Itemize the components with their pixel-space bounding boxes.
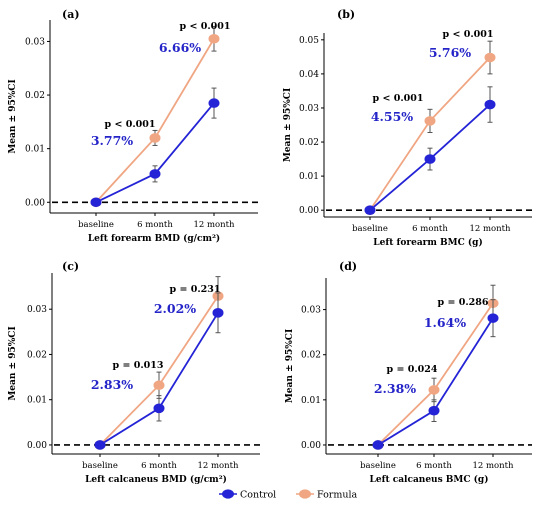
y-tick-label: 0.03: [27, 305, 47, 315]
percent-label: 3.77%: [91, 133, 133, 148]
data-point: [364, 205, 376, 215]
y-tick-label: 0.02: [299, 138, 319, 148]
y-tick-label: 0.01: [25, 145, 45, 155]
x-tick-label: 12 month: [197, 461, 239, 471]
percent-label: 2.83%: [91, 377, 133, 392]
p-value-label: p = 0.013: [113, 360, 164, 371]
x-tick-label: 6 month: [416, 461, 452, 471]
legend-label: Control: [240, 490, 276, 501]
data-point: [424, 154, 436, 164]
data-point: [149, 169, 161, 179]
x-axis-label: Left forearm BMD (g/cm²): [88, 233, 220, 244]
x-tick-label: 12 month: [193, 220, 235, 230]
data-point: [372, 440, 384, 450]
data-point: [487, 313, 499, 323]
p-value-label: p < 0.001: [180, 21, 231, 32]
percent-label: 6.66%: [159, 40, 201, 55]
x-tick-label: baseline: [360, 461, 396, 471]
x-axis-label: Left calcaneus BMD (g/cm²): [85, 474, 227, 485]
y-tick-label: 0.02: [301, 351, 321, 361]
x-tick-label: 12 month: [469, 224, 511, 234]
percent-label: 4.55%: [371, 109, 413, 124]
panel-label: (d): [339, 260, 357, 273]
data-point: [94, 440, 106, 450]
legend: Control Formula: [219, 489, 357, 501]
p-value-label: p < 0.001: [105, 119, 156, 130]
y-axis-label: Mean ± 95%CI: [8, 79, 18, 153]
x-tick-label: 6 month: [141, 461, 177, 471]
chart-panel: (a) 0.00 0.01 0.02 0.03 baseline 6 month 12 mon…: [8, 8, 258, 244]
y-tick-label: 0.05: [299, 36, 319, 46]
panel-label: (b): [337, 8, 355, 21]
percent-label: 2.38%: [374, 381, 416, 396]
y-axis-label: Mean ± 95%CI: [8, 326, 18, 400]
p-value-label: p = 0.286: [438, 297, 489, 308]
data-point: [149, 133, 161, 143]
legend-label: Formula: [317, 490, 357, 501]
y-tick-label: 0.02: [25, 91, 45, 101]
data-point: [208, 98, 220, 108]
x-tick-label: baseline: [352, 224, 388, 234]
data-point: [90, 197, 102, 208]
x-axis-label: Left calcaneus BMC (g): [370, 474, 489, 485]
y-tick-label: 0.03: [25, 37, 45, 47]
data-point: [208, 33, 220, 44]
y-axis-label: Mean ± 95%CI: [285, 329, 295, 403]
p-value-label: p = 0.024: [387, 364, 438, 375]
y-tick-label: 0.00: [25, 198, 45, 208]
p-value-label: p < 0.001: [443, 29, 494, 40]
panel-label: (c): [62, 260, 79, 273]
chart-panel: (d) 0.00 0.01 0.02 0.03 baseline 6 month 12 mon…: [285, 260, 532, 485]
data-point: [428, 405, 440, 416]
y-tick-label: 0.00: [301, 441, 321, 451]
chart-panel: (b) 0.00 0.01 0.02 0.03 0.04 0.05 baseline 6 mon…: [283, 8, 532, 248]
y-tick-label: 0.03: [301, 306, 321, 316]
x-tick-label: baseline: [78, 220, 114, 230]
p-value-label: p < 0.001: [373, 93, 424, 104]
x-tick-label: 6 month: [412, 224, 448, 234]
x-axis-label: Left forearm BMC (g): [373, 237, 482, 248]
percent-label: 1.64%: [424, 315, 466, 330]
y-axis-label: Mean ± 95%CI: [283, 88, 293, 162]
percent-label: 2.02%: [154, 301, 196, 316]
y-tick-label: 0.00: [299, 206, 319, 216]
data-point: [484, 52, 496, 63]
series-line: [95, 102, 215, 204]
data-point: [153, 380, 165, 391]
data-point: [212, 308, 224, 318]
x-tick-label: baseline: [82, 461, 118, 471]
data-point: [428, 385, 440, 395]
chart-panel: (c) 0.00 0.01 0.02 0.03 baseline 6 month 12 mon…: [8, 260, 260, 485]
x-tick-label: 6 month: [137, 220, 173, 230]
series-line: [369, 56, 491, 211]
data-point: [153, 403, 165, 414]
y-tick-label: 0.00: [27, 441, 47, 451]
y-tick-label: 0.04: [299, 70, 319, 80]
p-value-label: p = 0.231: [170, 284, 221, 295]
data-point: [424, 116, 436, 126]
y-tick-label: 0.01: [299, 172, 319, 182]
panel-label: (a): [62, 8, 80, 21]
x-tick-label: 12 month: [472, 461, 514, 471]
y-tick-label: 0.02: [27, 350, 47, 360]
data-point: [484, 99, 496, 110]
y-tick-label: 0.01: [27, 396, 47, 406]
percent-label: 5.76%: [429, 45, 471, 60]
y-tick-label: 0.03: [299, 104, 319, 114]
y-tick-label: 0.01: [301, 396, 321, 406]
